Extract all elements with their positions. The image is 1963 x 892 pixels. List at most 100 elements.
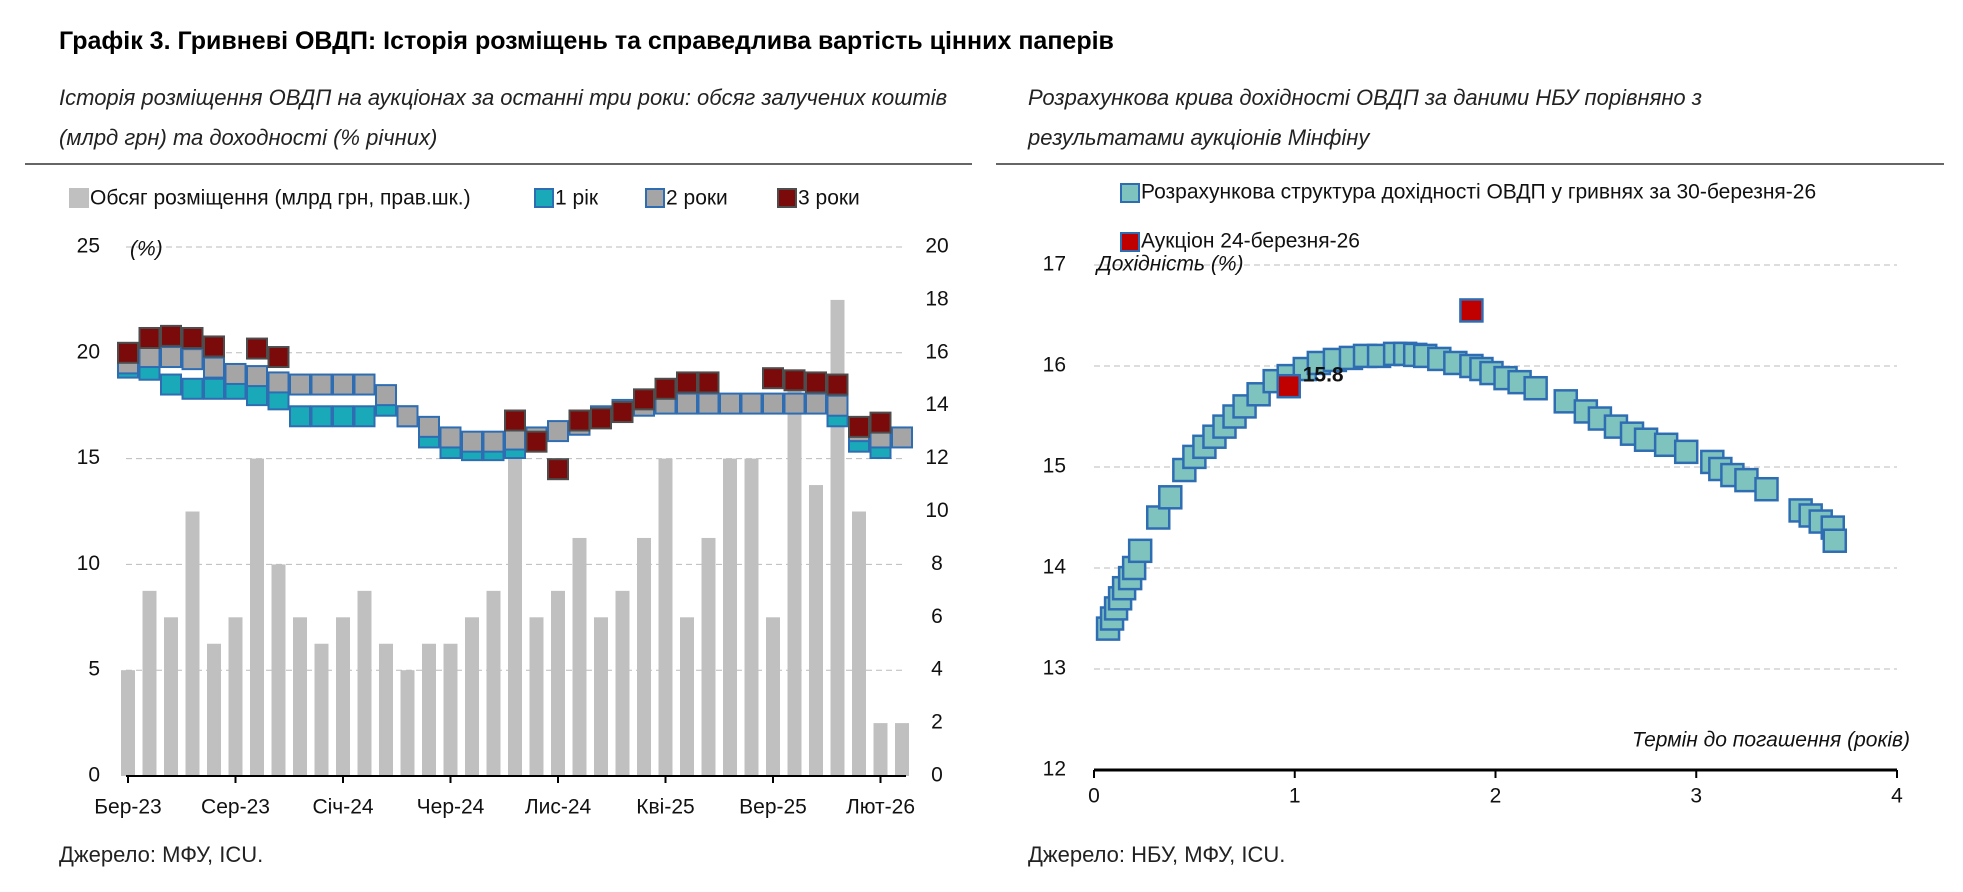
volume-bar bbox=[228, 617, 243, 776]
yield-marker bbox=[160, 324, 182, 347]
yield-marker bbox=[826, 394, 849, 417]
x-tick-label: Кві-25 bbox=[636, 796, 694, 819]
point bbox=[1127, 538, 1153, 564]
point bbox=[1523, 375, 1548, 401]
y-tick-label: 0 bbox=[88, 764, 100, 787]
yield-marker bbox=[547, 420, 569, 443]
x-tick-label: 0 bbox=[1088, 785, 1100, 808]
y-tick-label: 10 bbox=[77, 552, 100, 575]
x-tick-label: 1 bbox=[1289, 785, 1301, 808]
y2-tick-label: 2 bbox=[931, 711, 943, 734]
yield-marker bbox=[246, 384, 268, 407]
legend-marker bbox=[645, 188, 665, 208]
volume-bar bbox=[529, 617, 544, 776]
point bbox=[1653, 432, 1679, 458]
volume-bar bbox=[658, 458, 673, 776]
volume-bar bbox=[637, 537, 651, 776]
y-tick-label: 17 bbox=[1043, 253, 1066, 276]
volume-bar bbox=[271, 564, 286, 776]
volume-bar bbox=[594, 617, 608, 776]
y2-tick-label: 14 bbox=[925, 393, 949, 416]
yield-marker bbox=[461, 430, 483, 453]
volume-bar bbox=[787, 379, 802, 776]
legend-label: 3 роки bbox=[798, 187, 860, 210]
yield-marker bbox=[762, 392, 784, 415]
x-tick-label: 3 bbox=[1690, 785, 1702, 808]
volume-bar bbox=[701, 537, 716, 776]
y-axis-label: (%) bbox=[130, 238, 163, 261]
y-tick-label: 25 bbox=[77, 235, 100, 258]
yield-marker bbox=[891, 426, 913, 449]
yield-marker bbox=[654, 377, 677, 400]
volume-bar bbox=[336, 617, 350, 776]
legend-marker bbox=[1120, 232, 1140, 252]
x-tick-label: Чер-24 bbox=[417, 796, 485, 819]
point bbox=[1553, 389, 1579, 414]
x-tick-label: Січ-24 bbox=[312, 796, 373, 819]
volume-bar bbox=[207, 643, 221, 776]
x-tick-label: Вер-25 bbox=[739, 796, 807, 819]
y2-tick-label: 16 bbox=[925, 340, 948, 363]
yield-marker bbox=[590, 407, 612, 430]
volume-bar bbox=[572, 537, 587, 776]
volume-bar bbox=[744, 458, 759, 776]
yield-marker bbox=[504, 428, 526, 451]
point bbox=[1459, 298, 1484, 323]
yield-marker bbox=[633, 388, 655, 411]
yield-marker bbox=[547, 458, 569, 481]
volume-bar bbox=[422, 643, 436, 776]
y-tick-label: 13 bbox=[1043, 657, 1066, 680]
chart-subtitle: Розрахункова крива дохідності ОВДП за да… bbox=[1028, 85, 1702, 150]
volume-bar bbox=[809, 485, 823, 776]
point bbox=[1158, 485, 1183, 510]
y2-tick-label: 6 bbox=[931, 605, 943, 628]
yield-marker bbox=[353, 373, 376, 396]
volume-bar bbox=[486, 590, 501, 776]
yield-marker bbox=[246, 337, 268, 360]
yield-marker bbox=[203, 377, 225, 400]
yield-marker bbox=[375, 384, 397, 407]
legend-marker bbox=[777, 188, 797, 208]
y-tick-label: 14 bbox=[1043, 556, 1067, 579]
yield-marker bbox=[332, 405, 354, 428]
point bbox=[1754, 476, 1779, 502]
volume-bar bbox=[293, 617, 307, 776]
yield-marker bbox=[740, 392, 763, 415]
volume-bar bbox=[615, 590, 630, 776]
point bbox=[1673, 439, 1699, 465]
yield-marker bbox=[310, 373, 333, 396]
yield-marker bbox=[482, 430, 505, 453]
volume-bar bbox=[164, 617, 178, 776]
yield-marker bbox=[138, 326, 161, 349]
x-tick-label: Бер-23 bbox=[94, 796, 162, 819]
yield-marker bbox=[267, 371, 290, 394]
volume-bar bbox=[830, 299, 845, 776]
yield-marker bbox=[396, 405, 419, 428]
volume-bar bbox=[250, 458, 264, 776]
volume-bar bbox=[443, 643, 458, 776]
legend-marker bbox=[1120, 183, 1140, 203]
point bbox=[1822, 528, 1848, 553]
yield-marker bbox=[181, 348, 204, 371]
y-tick-label: 5 bbox=[88, 658, 100, 681]
y2-tick-label: 20 bbox=[925, 235, 948, 258]
y-tick-label: 15 bbox=[1043, 455, 1066, 478]
y-tick-label: 12 bbox=[1043, 758, 1066, 781]
volume-bar bbox=[121, 670, 135, 776]
volume-bar bbox=[873, 723, 888, 776]
yield-marker bbox=[203, 356, 225, 379]
y-tick-label: 16 bbox=[1043, 354, 1066, 377]
volume-bar bbox=[508, 432, 522, 776]
yield-marker bbox=[525, 430, 548, 453]
yield-marker bbox=[719, 392, 741, 415]
chart-subtitle: Історія розміщення ОВДП на аукціонах за … bbox=[59, 85, 948, 150]
yield-marker bbox=[762, 367, 784, 390]
x-tick-label: Лют-26 bbox=[846, 796, 915, 819]
yield-marker bbox=[138, 346, 161, 369]
yield-marker bbox=[783, 392, 806, 415]
yield-marker bbox=[353, 405, 376, 428]
yield-marker bbox=[504, 409, 526, 432]
yield-marker bbox=[869, 411, 892, 434]
volume-bar bbox=[680, 617, 694, 776]
yield-marker bbox=[203, 335, 225, 358]
